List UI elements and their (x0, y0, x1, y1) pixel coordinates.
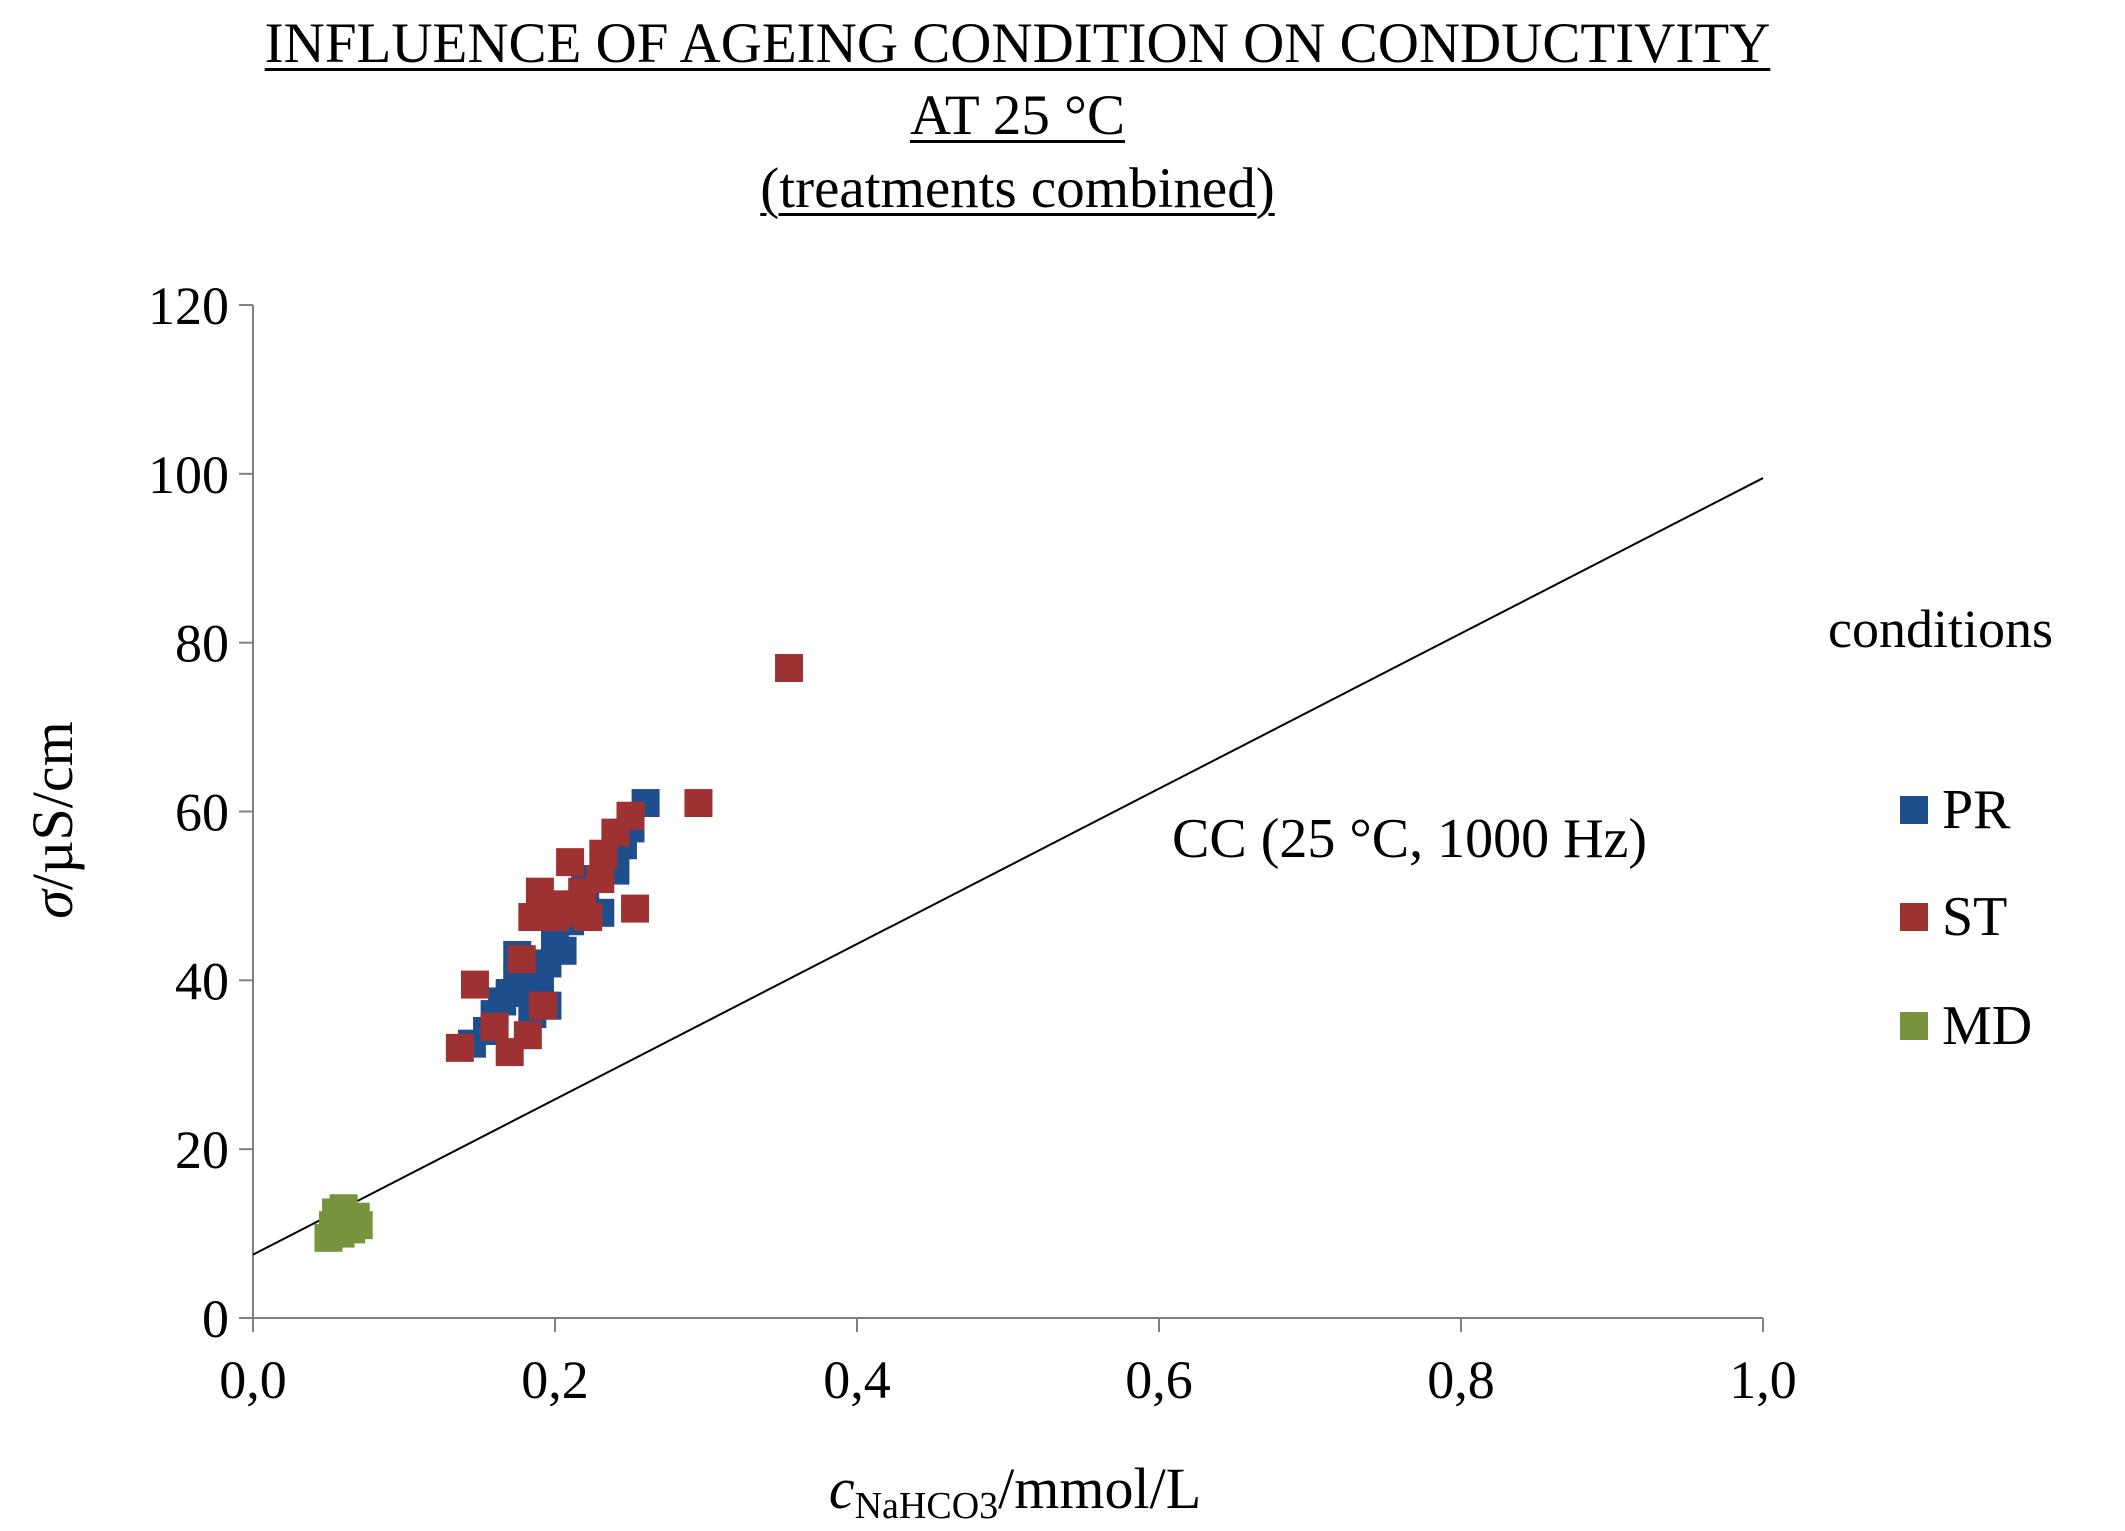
data-point-st (621, 894, 650, 923)
x-tick-label: 0,6 (1125, 1350, 1193, 1410)
axes (239, 304, 1764, 1332)
data-points (314, 653, 804, 1252)
data-point-st (513, 1021, 542, 1050)
x-tick-label: 1,0 (1729, 1350, 1797, 1410)
y-tick-label: 60 (175, 783, 229, 843)
x-tick-label: 0,0 (219, 1350, 287, 1410)
chart-title-line-2: AT 25 °C (0, 80, 2035, 152)
legend-swatch (1900, 903, 1928, 931)
legend-label: ST (1942, 886, 2008, 948)
x-tick-label: 0,8 (1427, 1350, 1495, 1410)
y-tick-label: 40 (175, 951, 229, 1011)
axis-labels: 0 20 40 60 80 100 120 0,0 0,2 0,4 0,6 0,8 1,0 cNaHCO3… (20, 276, 1797, 1527)
data-point-pr (548, 936, 577, 965)
y-tick-label: 100 (148, 445, 229, 505)
chart-title-line-1: INFLUENCE OF AGEING CONDITION ON CONDUCT… (0, 8, 2035, 80)
legend-item-st: ST (1900, 882, 2007, 952)
y-tick-label: 80 (175, 614, 229, 674)
data-point-st (460, 970, 489, 999)
data-point-st (528, 991, 557, 1020)
x-tick-label: 0,2 (521, 1350, 589, 1410)
x-tick-label: 0,4 (823, 1350, 891, 1410)
data-point-st (574, 903, 603, 932)
y-tick-label: 120 (148, 276, 229, 336)
legend-title: conditions (1828, 599, 2053, 659)
legend-swatch (1900, 1012, 1928, 1040)
data-point-st (507, 945, 536, 974)
legend-label: MD (1942, 995, 2033, 1057)
y-axis-label: σ/µS/cm (20, 721, 85, 918)
x-axis-label: cNaHCO3/mmol/L (829, 1456, 1201, 1527)
data-point-st (586, 865, 615, 894)
legend-item-pr: PR (1900, 775, 2011, 845)
data-point-st (616, 801, 645, 830)
data-point-st (684, 789, 713, 818)
legend-swatch (1900, 796, 1928, 824)
data-point-st (445, 1033, 474, 1062)
reference-line-label: CC (25 °C, 1000 Hz) (1172, 808, 1647, 870)
y-tick-label: 0 (202, 1289, 229, 1349)
legend-item-md: MD (1900, 991, 2032, 1061)
chart-title-text-1: INFLUENCE OF AGEING CONDITION ON CONDUCT… (264, 12, 1771, 75)
chart-title-text-2: AT 25 °C (910, 84, 1125, 147)
chart-title-line-3: (treatments combined) (0, 153, 2035, 225)
reference-line (252, 477, 1764, 1256)
chart-title-text-3: (treatments combined) (760, 157, 1275, 220)
y-tick-label: 20 (175, 1120, 229, 1180)
legend-label: PR (1942, 779, 2011, 841)
data-point-st (556, 848, 585, 877)
data-point-md (344, 1211, 373, 1240)
data-point-st (775, 653, 804, 682)
reference-line-group (252, 477, 1764, 1256)
data-point-st (480, 1012, 509, 1041)
